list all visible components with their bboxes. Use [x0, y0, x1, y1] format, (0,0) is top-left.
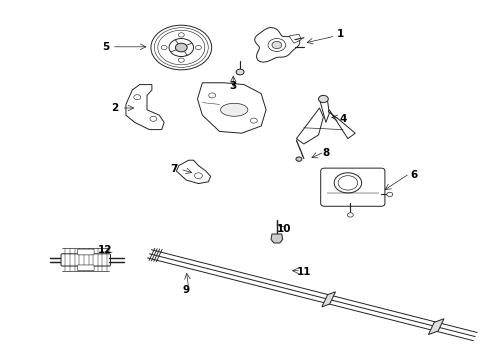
Circle shape: [387, 192, 392, 197]
Text: 7: 7: [170, 164, 178, 174]
Circle shape: [161, 45, 167, 50]
Circle shape: [272, 41, 282, 49]
Text: 5: 5: [102, 42, 109, 52]
Circle shape: [196, 45, 201, 50]
FancyBboxPatch shape: [77, 265, 94, 271]
Polygon shape: [197, 83, 266, 133]
Circle shape: [347, 213, 353, 217]
Text: 2: 2: [112, 103, 119, 113]
Text: 11: 11: [296, 267, 311, 277]
Text: 10: 10: [277, 224, 292, 234]
Polygon shape: [322, 292, 336, 307]
Circle shape: [318, 95, 328, 103]
Circle shape: [154, 28, 208, 67]
Polygon shape: [126, 85, 164, 130]
Circle shape: [134, 95, 141, 100]
Circle shape: [169, 39, 194, 57]
Polygon shape: [296, 108, 323, 144]
Circle shape: [151, 25, 212, 70]
Circle shape: [178, 58, 184, 62]
Circle shape: [268, 39, 286, 51]
Text: 8: 8: [322, 148, 329, 158]
Text: 12: 12: [98, 245, 113, 255]
Polygon shape: [255, 27, 300, 62]
FancyBboxPatch shape: [320, 168, 385, 206]
Circle shape: [250, 118, 257, 123]
Text: 4: 4: [339, 114, 347, 124]
Polygon shape: [176, 160, 211, 184]
Circle shape: [338, 176, 358, 190]
Circle shape: [150, 116, 157, 121]
Text: 9: 9: [183, 285, 190, 295]
Polygon shape: [289, 34, 301, 43]
Circle shape: [158, 30, 205, 65]
Text: 1: 1: [337, 29, 344, 39]
Circle shape: [195, 173, 202, 179]
Text: 3: 3: [229, 81, 236, 91]
Polygon shape: [319, 99, 329, 122]
Circle shape: [296, 157, 302, 161]
Circle shape: [178, 33, 184, 37]
Polygon shape: [328, 110, 355, 139]
Polygon shape: [220, 103, 248, 116]
Text: 6: 6: [411, 170, 417, 180]
Polygon shape: [428, 319, 444, 334]
FancyBboxPatch shape: [61, 254, 111, 266]
FancyBboxPatch shape: [77, 249, 94, 255]
Circle shape: [209, 93, 216, 98]
Circle shape: [175, 43, 187, 52]
Circle shape: [236, 69, 244, 75]
Polygon shape: [271, 234, 283, 243]
Circle shape: [334, 173, 362, 193]
